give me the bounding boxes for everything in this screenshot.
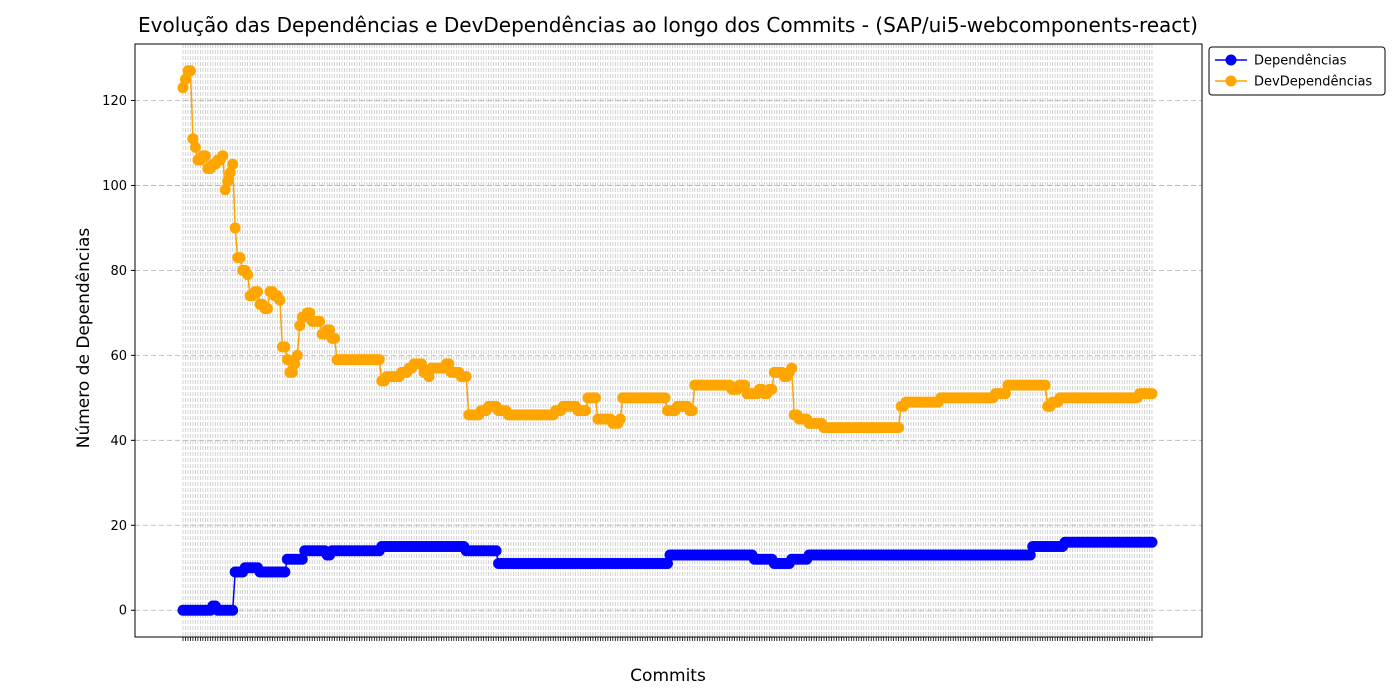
- data-point: [179, 73, 191, 85]
- x-tick-marks: [182, 637, 1153, 641]
- data-point: [279, 566, 291, 578]
- data-point: [1024, 549, 1036, 561]
- series-1: [177, 536, 1158, 616]
- legend-marker: [1225, 75, 1237, 87]
- y-tick-label: 60: [110, 349, 127, 364]
- data-point: [187, 133, 199, 145]
- data-point: [659, 392, 671, 404]
- data-point: [227, 158, 239, 170]
- y-tick-label: 20: [110, 519, 127, 534]
- x-axis-label: Commits: [630, 666, 706, 686]
- data-point: [222, 175, 234, 187]
- data-point: [217, 150, 229, 162]
- data-point: [296, 553, 308, 565]
- data-point: [289, 358, 301, 370]
- data-point: [291, 349, 303, 361]
- data-point: [219, 184, 231, 196]
- legend-box: [1208, 46, 1386, 96]
- data-point: [662, 558, 673, 570]
- chart-title: Evolução das Dependências e DevDependênc…: [138, 13, 1198, 37]
- data-point: [294, 320, 306, 332]
- x-grid-lines: [182, 44, 1153, 637]
- x-grid: [182, 44, 1153, 637]
- data-point: [589, 392, 601, 404]
- data-point: [189, 141, 201, 153]
- data-point: [224, 167, 236, 179]
- series-layer: [177, 65, 1158, 616]
- data-point: [786, 362, 798, 374]
- data-point: [279, 341, 291, 353]
- y-tick-label: 120: [102, 94, 127, 109]
- data-point: [177, 82, 189, 94]
- y-axis-ticks: 0 20 40 60 80 100 120: [102, 94, 135, 619]
- data-point: [252, 286, 264, 298]
- data-point: [184, 65, 196, 77]
- y-tick-label: 80: [110, 264, 127, 279]
- data-point: [304, 307, 316, 319]
- legend-item-1: Dependências: [1215, 54, 1347, 69]
- data-point: [373, 354, 385, 366]
- data-point: [614, 413, 626, 425]
- plot-background: [135, 44, 1202, 637]
- y-tick-label: 40: [110, 434, 127, 449]
- data-point: [329, 332, 341, 344]
- plot-area: [135, 44, 1202, 637]
- data-point: [580, 405, 592, 417]
- data-point: [242, 269, 254, 281]
- series-2: [177, 65, 1158, 434]
- data-point: [686, 405, 698, 417]
- data-point: [274, 294, 286, 306]
- data-point: [1039, 379, 1051, 391]
- data-point: [1146, 536, 1158, 548]
- data-point: [261, 303, 273, 315]
- y-grid-lines: [135, 100, 1202, 611]
- data-point: [286, 366, 298, 378]
- axes: [134, 43, 1203, 638]
- legend: Dependências DevDependências: [1208, 46, 1386, 96]
- data-point: [490, 545, 502, 557]
- data-point: [314, 315, 326, 327]
- legend-label: DevDependências: [1254, 75, 1372, 90]
- data-point: [1146, 388, 1158, 400]
- y-tick-label: 100: [102, 179, 127, 194]
- data-point: [460, 371, 472, 383]
- data-point: [199, 150, 211, 162]
- data-point: [766, 383, 778, 395]
- data-point: [443, 358, 455, 370]
- data-point: [234, 252, 246, 264]
- y-axis-label: Número de Dependências: [74, 228, 94, 449]
- x-axis-ticks: [182, 637, 1153, 641]
- axes-frame: [134, 43, 1203, 638]
- data-point: [999, 388, 1011, 400]
- data-point: [416, 358, 428, 370]
- data-point: [739, 379, 751, 391]
- data-point: [893, 422, 905, 434]
- y-tick-label: 0: [119, 604, 127, 619]
- legend-item-2: DevDependências: [1215, 75, 1372, 90]
- data-point: [227, 604, 239, 616]
- data-point: [423, 371, 435, 383]
- legend-marker: [1225, 54, 1237, 66]
- data-point: [229, 222, 241, 234]
- data-point: [324, 324, 336, 336]
- legend-label: Dependências: [1254, 54, 1347, 69]
